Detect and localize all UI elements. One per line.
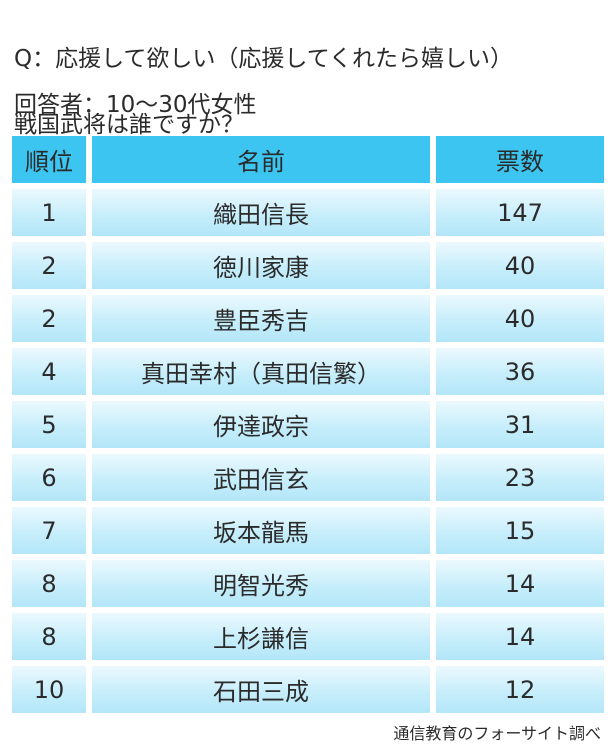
rank-cell: 2 — [12, 295, 86, 342]
table-row: 8 明智光秀 14 — [12, 560, 604, 607]
rank-cell: 4 — [12, 348, 86, 395]
name-cell: 上杉謙信 — [92, 613, 430, 660]
name-cell: 武田信玄 — [92, 454, 430, 501]
table-row: 4 真田幸村（真田信繁） 36 — [12, 348, 604, 395]
votes-cell: 147 — [436, 189, 604, 236]
rank-cell: 10 — [12, 666, 86, 713]
header-name: 名前 — [92, 136, 430, 183]
table-row: 10 石田三成 12 — [12, 666, 604, 713]
table-row: 8 上杉謙信 14 — [12, 613, 604, 660]
header-rank: 順位 — [12, 136, 86, 183]
table-header-row: 順位 名前 票数 — [12, 136, 604, 183]
respondents-label: 回答者：10〜30代女性 — [14, 92, 257, 118]
name-cell: 豊臣秀吉 — [92, 295, 430, 342]
name-cell: 真田幸村（真田信繁） — [92, 348, 430, 395]
table-row: 6 武田信玄 23 — [12, 454, 604, 501]
votes-cell: 31 — [436, 401, 604, 448]
rank-cell: 7 — [12, 507, 86, 554]
question-text: Q：応援して欲しい（応援してくれたら嬉しい） 戦国武将は誰ですか？ — [14, 10, 604, 175]
header-votes: 票数 — [436, 136, 604, 183]
table-row: 5 伊達政宗 31 — [12, 401, 604, 448]
name-cell: 徳川家康 — [92, 242, 430, 289]
source-note: 通信教育のフォーサイト調べ — [393, 724, 601, 743]
rank-cell: 5 — [12, 401, 86, 448]
votes-cell: 36 — [436, 348, 604, 395]
votes-cell: 23 — [436, 454, 604, 501]
name-cell: 石田三成 — [92, 666, 430, 713]
name-cell: 伊達政宗 — [92, 401, 430, 448]
question-line-1: Q：応援して欲しい（応援してくれたら嬉しい） — [14, 46, 514, 72]
rank-cell: 2 — [12, 242, 86, 289]
name-cell: 明智光秀 — [92, 560, 430, 607]
table-row: 1 織田信長 147 — [12, 189, 604, 236]
rank-cell: 8 — [12, 613, 86, 660]
votes-cell: 14 — [436, 560, 604, 607]
rank-cell: 1 — [12, 189, 86, 236]
votes-cell: 14 — [436, 613, 604, 660]
ranking-table: 順位 名前 票数 1 織田信長 147 2 徳川家康 40 2 豊臣秀吉 40 … — [12, 136, 604, 719]
votes-cell: 40 — [436, 295, 604, 342]
question-line-2: 戦国武将は誰ですか？ — [14, 112, 244, 138]
rank-cell: 8 — [12, 560, 86, 607]
table-row: 2 豊臣秀吉 40 — [12, 295, 604, 342]
name-cell: 坂本龍馬 — [92, 507, 430, 554]
table-row: 7 坂本龍馬 15 — [12, 507, 604, 554]
votes-cell: 15 — [436, 507, 604, 554]
name-cell: 織田信長 — [92, 189, 430, 236]
votes-cell: 40 — [436, 242, 604, 289]
votes-cell: 12 — [436, 666, 604, 713]
rank-cell: 6 — [12, 454, 86, 501]
table-row: 2 徳川家康 40 — [12, 242, 604, 289]
